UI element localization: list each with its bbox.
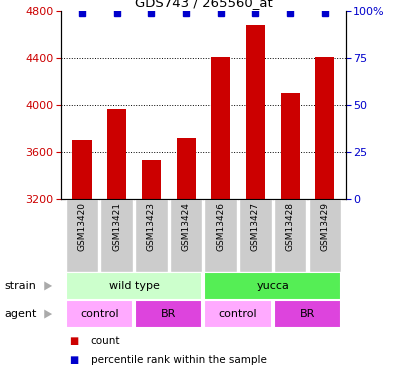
Bar bbox=[246, 26, 265, 199]
Bar bbox=[142, 160, 161, 199]
Text: ■: ■ bbox=[69, 336, 78, 346]
Text: GSM13428: GSM13428 bbox=[286, 202, 295, 251]
Bar bbox=[100, 199, 133, 272]
Text: control: control bbox=[219, 309, 258, 319]
Bar bbox=[66, 272, 202, 300]
Bar bbox=[177, 138, 196, 199]
Text: GSM13429: GSM13429 bbox=[320, 202, 329, 251]
Text: BR: BR bbox=[300, 309, 315, 319]
Bar bbox=[73, 140, 92, 199]
Text: percentile rank within the sample: percentile rank within the sample bbox=[91, 356, 267, 366]
Text: GSM13424: GSM13424 bbox=[182, 202, 190, 251]
Bar bbox=[205, 199, 237, 272]
Text: GSM13423: GSM13423 bbox=[147, 202, 156, 251]
Text: GSM13427: GSM13427 bbox=[251, 202, 260, 251]
Text: wild type: wild type bbox=[109, 281, 160, 291]
Text: GSM13421: GSM13421 bbox=[112, 202, 121, 251]
Bar bbox=[66, 199, 98, 272]
Bar bbox=[205, 300, 272, 328]
Bar bbox=[211, 57, 230, 199]
Bar bbox=[107, 108, 126, 199]
Text: GSM13420: GSM13420 bbox=[77, 202, 87, 251]
Bar bbox=[274, 300, 341, 328]
Text: agent: agent bbox=[4, 309, 36, 319]
Text: GSM13426: GSM13426 bbox=[216, 202, 225, 251]
Bar bbox=[66, 300, 133, 328]
Text: control: control bbox=[80, 309, 118, 319]
Bar bbox=[274, 199, 307, 272]
Bar bbox=[315, 57, 334, 199]
Text: count: count bbox=[91, 336, 120, 346]
Text: yucca: yucca bbox=[256, 281, 289, 291]
Text: ■: ■ bbox=[69, 356, 78, 366]
Bar bbox=[170, 199, 202, 272]
Bar bbox=[239, 199, 272, 272]
Text: strain: strain bbox=[4, 281, 36, 291]
Title: GDS743 / 265560_at: GDS743 / 265560_at bbox=[135, 0, 272, 9]
Bar bbox=[308, 199, 341, 272]
Text: BR: BR bbox=[161, 309, 177, 319]
Bar bbox=[205, 272, 341, 300]
Bar bbox=[135, 199, 168, 272]
Bar bbox=[280, 93, 300, 199]
Bar bbox=[135, 300, 202, 328]
